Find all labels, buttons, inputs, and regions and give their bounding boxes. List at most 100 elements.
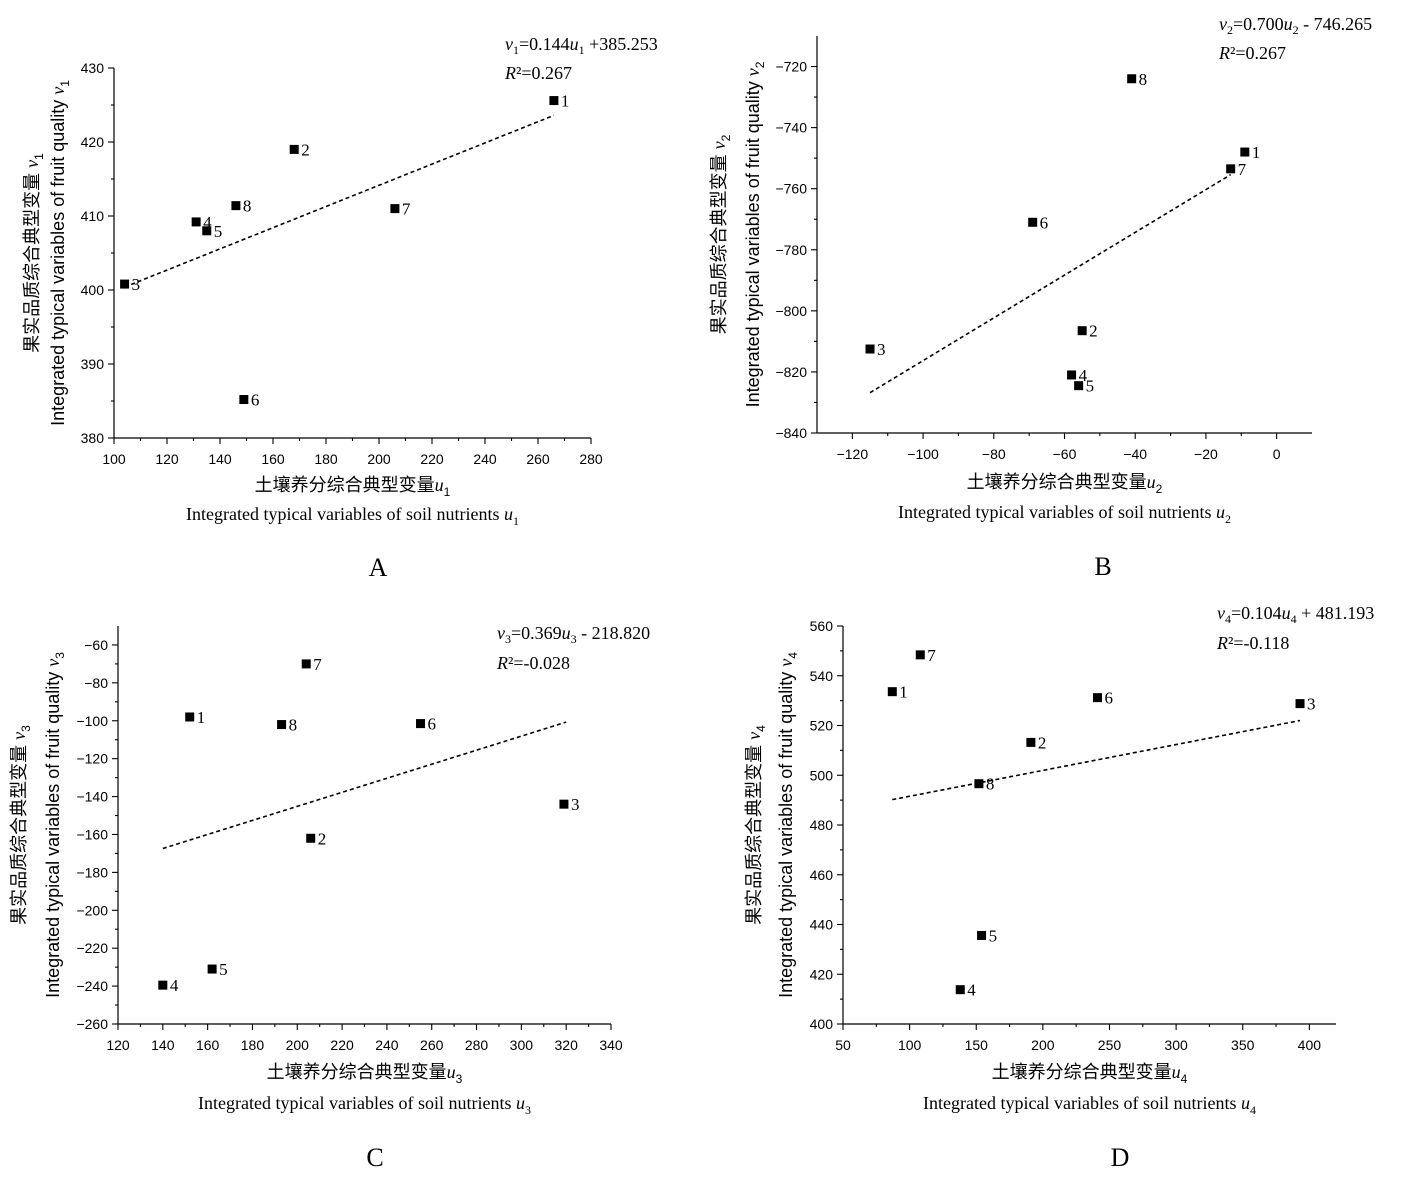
data-point-3	[559, 799, 569, 809]
y-tick-label: 400	[81, 282, 105, 298]
y-tick-label: 440	[810, 917, 834, 933]
y-tick-label: −220	[76, 940, 108, 956]
regression-line	[124, 114, 555, 288]
data-point-6	[1028, 217, 1038, 227]
data-point-label-4: 4	[203, 213, 212, 232]
x-tick-label: −80	[982, 446, 1006, 462]
y-tick-label: 430	[81, 60, 105, 76]
x-tick-label: 240	[473, 451, 497, 467]
data-point-7	[390, 204, 400, 214]
x-tick-label: 220	[330, 1037, 354, 1053]
y-tick-label: 460	[810, 867, 834, 883]
x-tick-label: 300	[1164, 1037, 1188, 1053]
data-point-6	[416, 719, 426, 729]
data-point-1	[185, 712, 195, 722]
data-point-label-3: 3	[132, 275, 141, 294]
y-axis-title-cn: 果实品质综合典型变量 v2	[709, 134, 733, 334]
data-point-8	[231, 201, 241, 211]
regression-equation: v4=0.104u4 + 481.193	[1217, 603, 1374, 626]
data-point-label-4: 4	[967, 981, 976, 1000]
x-tick-label: 280	[465, 1037, 489, 1053]
panel-letter: C	[366, 1143, 383, 1172]
data-point-5	[207, 964, 217, 974]
y-tick-label: 560	[810, 618, 834, 634]
y-axis-title-en: Integrated typical variables of fruit qu…	[776, 652, 800, 998]
x-tick-label: 120	[155, 451, 179, 467]
y-tick-label: −140	[76, 789, 108, 805]
y-tick-label: −800	[775, 303, 807, 319]
data-point-6	[239, 395, 249, 405]
x-tick-label: 180	[314, 451, 338, 467]
regression-equation: v2=0.700u2 - 746.265	[1219, 14, 1372, 37]
x-axis-title-cn: 土壤养分综合典型变量u4	[992, 1062, 1188, 1086]
x-tick-label: 100	[898, 1037, 922, 1053]
data-point-label-6: 6	[1104, 689, 1113, 708]
chart-panel-a: 100 120 140 160 180 200 220 240 260 280 380 390 400 4…	[22, 34, 658, 582]
x-tick-label: 200	[1031, 1037, 1055, 1053]
data-point-1	[887, 687, 897, 697]
r-squared: R²=0.267	[504, 63, 572, 83]
y-tick-label: 420	[810, 966, 834, 982]
data-point-2	[1077, 326, 1087, 336]
panel-letter: B	[1094, 552, 1111, 581]
y-tick-label: 400	[810, 1016, 834, 1032]
x-tick-label: 260	[420, 1037, 444, 1053]
x-axis-title-en: Integrated typical variables of soil nut…	[186, 504, 519, 528]
x-tick-label: 50	[835, 1037, 851, 1053]
data-point-label-5: 5	[219, 960, 228, 979]
data-point-label-1: 1	[1252, 143, 1261, 162]
data-point-label-2: 2	[1038, 733, 1047, 752]
regression-line	[869, 173, 1232, 394]
data-point-label-8: 8	[1139, 70, 1148, 89]
x-tick-label: 320	[555, 1037, 579, 1053]
x-tick-label: −100	[907, 446, 939, 462]
data-point-4	[158, 980, 168, 990]
chart-panel-b: −120 −100 −80 −60 −40 −20 0 −840 −820 −800 −780 −76…	[709, 14, 1372, 581]
x-tick-label: 160	[261, 451, 285, 467]
data-point-7	[915, 650, 925, 660]
x-axis-title-en: Integrated typical variables of soil nut…	[923, 1093, 1256, 1117]
regression-line	[162, 721, 567, 850]
regression-equation: v3=0.369u3 - 218.820	[497, 623, 650, 646]
panel-letter: A	[369, 553, 388, 582]
data-point-label-7: 7	[402, 200, 411, 219]
y-tick-label: −760	[775, 181, 807, 197]
r-squared: R²=-0.118	[1216, 633, 1289, 653]
data-point-label-8: 8	[986, 775, 995, 794]
y-tick-label: −820	[775, 364, 807, 380]
chart-panel-d: 50 100 150 200 250 300 350 400 400 420 440 460 480 50…	[744, 603, 1374, 1172]
data-point-3	[865, 344, 875, 354]
x-axis-title-en: Integrated typical variables of soil nut…	[198, 1093, 531, 1117]
y-tick-label: 420	[81, 134, 105, 150]
y-tick-label: −80	[84, 675, 108, 691]
data-point-label-4: 4	[1079, 366, 1088, 385]
r-squared: R²=-0.028	[496, 653, 570, 673]
y-tick-label: −120	[76, 751, 108, 767]
data-point-label-1: 1	[197, 708, 206, 727]
y-axis-title-cn: 果实品质综合典型变量 v1	[22, 153, 46, 353]
data-point-4	[955, 985, 965, 995]
y-tick-label: 520	[810, 718, 834, 734]
data-point-5	[1074, 381, 1084, 391]
x-tick-label: 120	[106, 1037, 130, 1053]
y-tick-label: 390	[81, 356, 105, 372]
y-tick-label: −240	[76, 978, 108, 994]
data-point-label-2: 2	[318, 829, 327, 848]
y-tick-label: −160	[76, 826, 108, 842]
data-point-label-8: 8	[243, 197, 252, 216]
data-point-8	[1127, 74, 1137, 84]
data-point-label-2: 2	[1089, 322, 1098, 341]
chart-panel-c: 120 140 160 180 200 220 240 260 280 300 320 340 −260…	[9, 623, 650, 1172]
x-tick-label: 140	[208, 451, 232, 467]
y-tick-label: −100	[76, 713, 108, 729]
data-point-label-8: 8	[289, 716, 298, 735]
x-tick-label: 0	[1273, 446, 1281, 462]
y-tick-label: −180	[76, 864, 108, 880]
y-tick-label: −780	[775, 242, 807, 258]
x-tick-label: 260	[526, 451, 550, 467]
data-point-label-3: 3	[571, 795, 580, 814]
y-tick-label: −840	[775, 425, 807, 441]
x-tick-label: 400	[1298, 1037, 1322, 1053]
regression-line	[892, 719, 1301, 801]
